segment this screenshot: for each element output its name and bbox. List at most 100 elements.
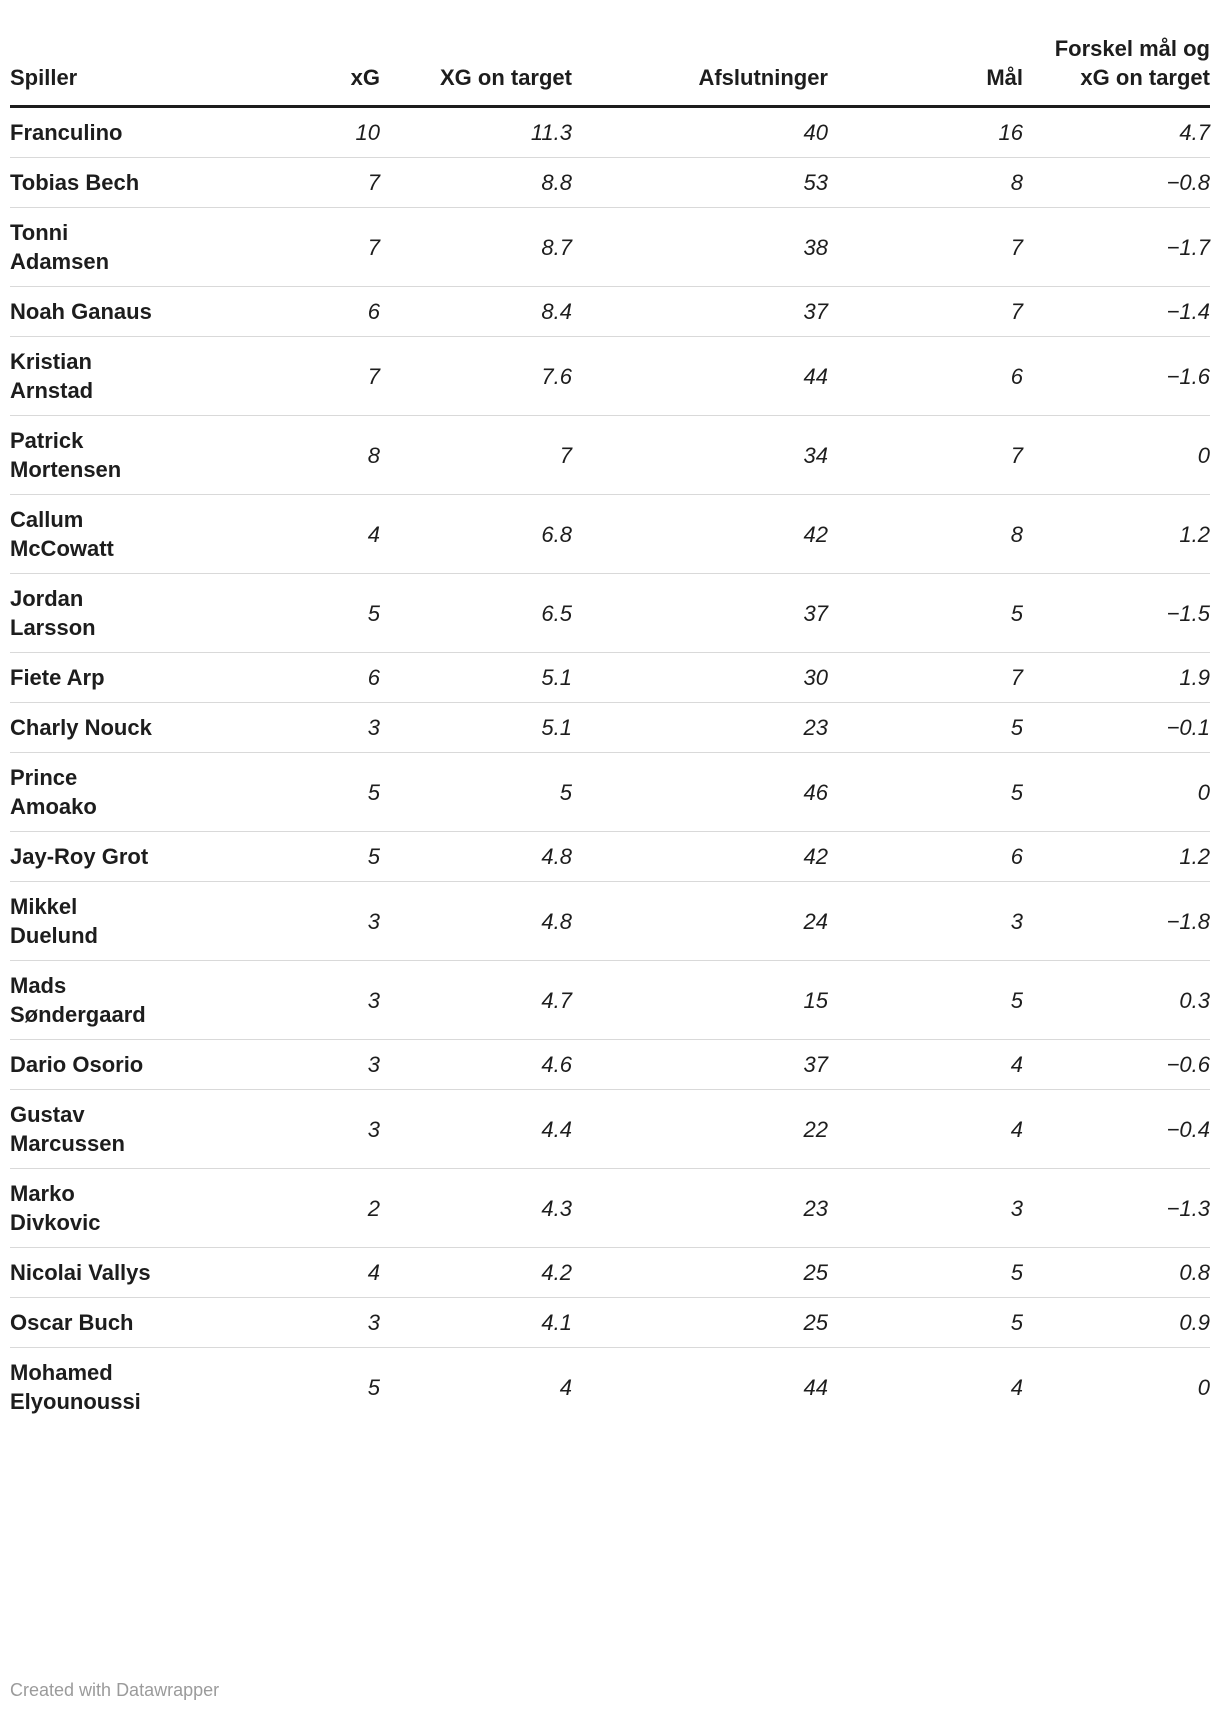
xg-cell: 3 xyxy=(160,1089,380,1169)
player-name-cell: Patrick Mortensen xyxy=(10,415,160,495)
goals-cell: 16 xyxy=(828,106,1023,158)
table-row: Charly Nouck 3 5.1 23 5 −0.1 xyxy=(10,702,1210,753)
goals-cell: 6 xyxy=(828,831,1023,882)
player-name-cell: Fiete Arp xyxy=(10,652,160,703)
goals-cell: 4 xyxy=(1010,1374,1023,1400)
table-row: Jay-Roy Grot 5 4.8 42 6 1.2 xyxy=(10,831,1210,882)
player-name-cell: Jordan Larsson xyxy=(10,573,160,653)
player-name-cell: Prince Amoako xyxy=(10,752,160,832)
diff-cell: −1.6 xyxy=(1023,336,1210,416)
shots-cell: 40 xyxy=(572,106,828,158)
xg-on-target-cell: 7 xyxy=(380,415,572,495)
table-row: Kristian Arnstad 7 7.6 44 6 −1.6 xyxy=(10,336,1210,416)
diff-cell: 0.3 xyxy=(1023,960,1210,1040)
xg-cell: 3 xyxy=(160,1039,380,1090)
xg-on-target-cell: 4.7 xyxy=(380,960,572,1040)
diff-cell: 1.2 xyxy=(1023,831,1210,882)
table-row: Prince Amoako 5 5 46 5 0 xyxy=(10,752,1210,832)
xg-on-target-cell: 11.3 xyxy=(380,106,572,158)
goals-cell: 8 xyxy=(828,157,1023,208)
diff-cell: −0.8 xyxy=(1023,157,1210,208)
shots-cell: 23 xyxy=(572,702,828,753)
datawrapper-link[interactable]: Datawrapper xyxy=(116,1680,220,1700)
shots-cell: 38 xyxy=(572,207,828,287)
goals-cell: 5 xyxy=(828,752,1023,832)
goals-cell: 7 xyxy=(828,286,1023,337)
table-row: Dario Osorio 3 4.6 37 4 −0.6 xyxy=(10,1039,1210,1090)
player-name-cell: Mads Søndergaard xyxy=(10,960,160,1040)
shots-cell: 37 xyxy=(572,1039,828,1090)
xg-on-target-cell: 4.3 xyxy=(380,1168,572,1248)
xg-cell: 4 xyxy=(160,1247,380,1298)
xg-cell: 3 xyxy=(160,960,380,1040)
table-row: Mohamed Elyounoussi 5 4 44 4 0 xyxy=(10,1348,1210,1427)
diff-cell: −1.3 xyxy=(1023,1168,1210,1248)
shots-cell: 42 xyxy=(572,494,828,574)
xg-cell: 3 xyxy=(160,1297,380,1348)
column-header-spiller: Spiller xyxy=(10,34,160,108)
column-header-forskel: Forskel mål og xG on target xyxy=(1023,34,1210,108)
player-name-cell: Nicolai Vallys xyxy=(10,1247,160,1298)
goals-cell: 5 xyxy=(828,1297,1023,1348)
goals-cell: 5 xyxy=(828,573,1023,653)
table-row: Franculino 10 11.3 40 16 4.7 xyxy=(10,106,1210,158)
credit-prefix: Created with xyxy=(10,1680,117,1700)
xg-cell: 6 xyxy=(160,286,380,337)
player-name-cell: Gustav Marcussen xyxy=(10,1089,160,1169)
player-name-cell: Dario Osorio xyxy=(10,1039,160,1090)
table-row: Fiete Arp 6 5.1 30 7 1.9 xyxy=(10,652,1210,703)
shots-cell: 30 xyxy=(572,652,828,703)
shots-cell: 44 xyxy=(803,1374,828,1400)
goals-cell: 8 xyxy=(828,494,1023,574)
diff-cell: 0.8 xyxy=(1023,1247,1210,1298)
shots-cell: 25 xyxy=(572,1247,828,1298)
goals-cell: 4 xyxy=(828,1089,1023,1169)
xg-cell: 7 xyxy=(160,207,380,287)
diff-cell: −0.1 xyxy=(1023,702,1210,753)
xg-cell: 3 xyxy=(160,881,380,961)
table-row: Mads Søndergaard 3 4.7 15 5 0.3 xyxy=(10,960,1210,1040)
xg-cell: 7 xyxy=(160,157,380,208)
shots-cell: 53 xyxy=(572,157,828,208)
diff-cell: 0 xyxy=(1023,752,1210,832)
diff-cell: −1.8 xyxy=(1023,881,1210,961)
xg-cell: 5 xyxy=(160,573,380,653)
shots-cell: 22 xyxy=(572,1089,828,1169)
player-name-cell: Oscar Buch xyxy=(10,1297,160,1348)
xg-cell: 5 xyxy=(160,831,380,882)
shots-cell: 15 xyxy=(572,960,828,1040)
diff-cell: −1.4 xyxy=(1023,286,1210,337)
column-header-mal: Mål xyxy=(828,34,1023,108)
column-header-afslutninger: Afslutninger xyxy=(572,34,828,108)
xg-on-target-cell: 4.6 xyxy=(380,1039,572,1090)
table-row: Patrick Mortensen 8 7 34 7 0 xyxy=(10,415,1210,495)
column-header-xg: xG xyxy=(160,34,380,108)
diff-cell: 1.9 xyxy=(1023,652,1210,703)
table-row: Oscar Buch 3 4.1 25 5 0.9 xyxy=(10,1297,1210,1348)
goals-cell: 5 xyxy=(828,1247,1023,1298)
table-row: Tonni Adamsen 7 8.7 38 7 −1.7 xyxy=(10,207,1210,287)
player-name-cell: Tobias Bech xyxy=(10,157,160,208)
xg-on-target-cell: 6.5 xyxy=(380,573,572,653)
table-row: Nicolai Vallys 4 4.2 25 5 0.8 xyxy=(10,1247,1210,1298)
stats-table: Spiller xG XG on target Afslutninger Mål… xyxy=(10,34,1210,1426)
xg-on-target-cell: 4 xyxy=(559,1374,572,1400)
datawrapper-credit: Created with Datawrapper xyxy=(10,1678,219,1702)
shots-cell: 24 xyxy=(572,881,828,961)
xg-cell: 3 xyxy=(160,702,380,753)
xg-on-target-cell: 6.8 xyxy=(380,494,572,574)
player-name-cell: Tonni Adamsen xyxy=(10,207,160,287)
shots-cell: 42 xyxy=(572,831,828,882)
xg-on-target-cell: 4.1 xyxy=(380,1297,572,1348)
diff-cell: 0 xyxy=(1197,1374,1210,1400)
xg-cell: 4 xyxy=(160,494,380,574)
diff-cell: −1.5 xyxy=(1023,573,1210,653)
xg-cell: 7 xyxy=(160,336,380,416)
diff-cell: −0.6 xyxy=(1023,1039,1210,1090)
goals-cell: 5 xyxy=(828,702,1023,753)
table-row: Gustav Marcussen 3 4.4 22 4 −0.4 xyxy=(10,1089,1210,1169)
xg-on-target-cell: 8.7 xyxy=(380,207,572,287)
xg-cell: 5 xyxy=(367,1374,380,1400)
table-row: Callum McCowatt 4 6.8 42 8 1.2 xyxy=(10,494,1210,574)
diff-cell: 0.9 xyxy=(1023,1297,1210,1348)
